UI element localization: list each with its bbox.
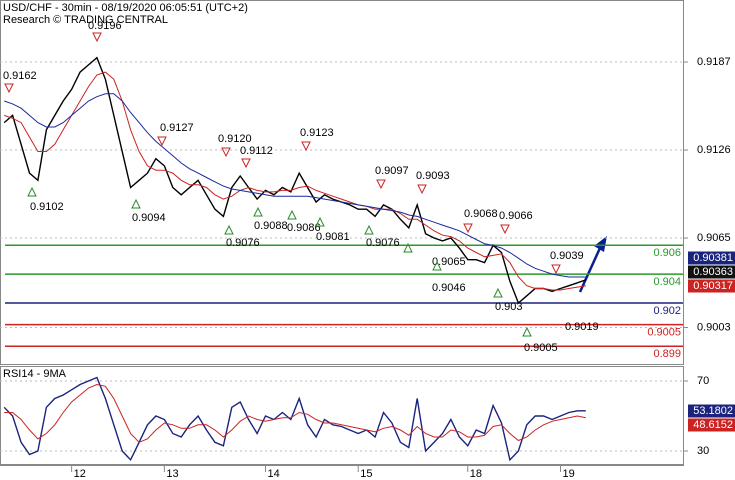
forecast-arrow-head	[594, 236, 607, 252]
signal-triangle	[253, 206, 263, 217]
annotation-label: 0.9086	[287, 222, 321, 234]
price-tag	[688, 251, 735, 265]
level-label: 0.899	[653, 348, 681, 360]
x-tick-label: 13	[166, 468, 178, 480]
chart-subtitle: Research © TRADING CENTRAL	[3, 14, 168, 26]
annotation-label: 0.9076	[366, 237, 400, 249]
signal-triangle	[157, 136, 167, 147]
series-line	[4, 93, 586, 278]
level-label: 0.906	[653, 247, 681, 259]
rsi-title: RSI14 - 9MA	[3, 368, 67, 380]
signal-triangle	[287, 209, 297, 220]
annotation-label: 0.9065	[432, 256, 466, 268]
y-tick-label: 0.9003	[697, 321, 731, 333]
signal-triangle	[500, 224, 510, 235]
y-tick-label: 30	[697, 445, 709, 457]
annotation-label: 0.9046	[432, 282, 466, 294]
signal-triangle	[315, 216, 325, 227]
annotation-label: 0.9120	[218, 133, 252, 145]
annotation-label: 0.9039	[550, 250, 584, 262]
x-tick-label: 19	[563, 468, 575, 480]
signal-triangle	[301, 141, 311, 152]
signal-triangle	[463, 223, 473, 234]
annotation-label: 0.9196	[88, 20, 122, 32]
y-tick-label: 70	[697, 375, 709, 387]
price-tag	[688, 265, 735, 279]
series-line	[4, 383, 586, 443]
price-tag	[688, 279, 735, 293]
annotation-label: 0.9123	[300, 127, 334, 139]
annotation-label: 0.9005	[524, 342, 558, 354]
signal-triangle	[493, 287, 503, 298]
signal-triangle	[221, 147, 231, 158]
signal-triangle	[4, 83, 14, 94]
price-tag	[688, 404, 735, 418]
price-tag	[688, 418, 735, 432]
level-label: 0.902	[653, 305, 681, 317]
y-tick-label: 0.9065	[697, 232, 731, 244]
annotation-label: 0.903	[495, 301, 523, 313]
price-tag-label: 0.90317	[693, 280, 733, 292]
price-tag-label: 0.90363	[693, 266, 733, 278]
level-label: 0.904	[653, 276, 681, 288]
annotation-label: 0.9094	[132, 212, 166, 224]
price-panel	[0, 0, 684, 365]
price-tag-label: 48.6152	[693, 419, 733, 431]
series-line	[4, 71, 586, 291]
annotation-label: 0.9127	[160, 122, 194, 134]
annotation-label: 0.9093	[416, 170, 450, 182]
signal-triangle	[522, 326, 532, 337]
annotation-label: 0.9076	[226, 237, 260, 249]
chart-title: USD/CHF - 30min - 08/19/2020 06:05:51 (U…	[3, 2, 248, 14]
y-tick-label: 0.9126	[697, 144, 731, 156]
signal-triangle	[551, 264, 561, 275]
y-tick-label: 0.9187	[697, 56, 731, 68]
annotation-label: 0.9081	[316, 231, 350, 243]
signal-triangle	[241, 158, 251, 169]
annotation-label: 0.9097	[375, 165, 409, 177]
series-line	[3, 56, 587, 305]
rsi-panel	[0, 366, 684, 465]
annotation-label: 0.9112	[240, 145, 273, 157]
annotation-label: 0.9068	[464, 208, 498, 220]
annotation-label: 0.9102	[30, 201, 64, 213]
annotation-label: 0.9162	[3, 70, 37, 82]
x-tick-label: 12	[74, 468, 86, 480]
annotation-label: 0.9088	[254, 220, 288, 232]
level-label: 0.9005	[647, 327, 681, 339]
signal-triangle	[432, 260, 442, 271]
signal-triangle	[376, 179, 386, 190]
annotation-label: 0.9019	[565, 321, 599, 333]
x-tick-label: 15	[360, 468, 372, 480]
series-line	[3, 376, 586, 462]
signal-triangle	[27, 186, 37, 197]
signal-triangle	[417, 184, 427, 195]
x-tick-label: 18	[470, 468, 482, 480]
signal-triangle	[131, 198, 141, 209]
signal-triangle	[92, 32, 102, 43]
signal-triangle	[403, 242, 413, 253]
price-tag-label: 0.90381	[693, 252, 733, 264]
signal-triangle	[224, 224, 234, 235]
annotation-label: 0.9066	[499, 210, 533, 222]
price-tag-label: 53.1802	[693, 405, 733, 417]
x-tick-label: 14	[268, 468, 280, 480]
signal-triangle	[364, 224, 374, 235]
forecast-arrow	[578, 247, 602, 293]
